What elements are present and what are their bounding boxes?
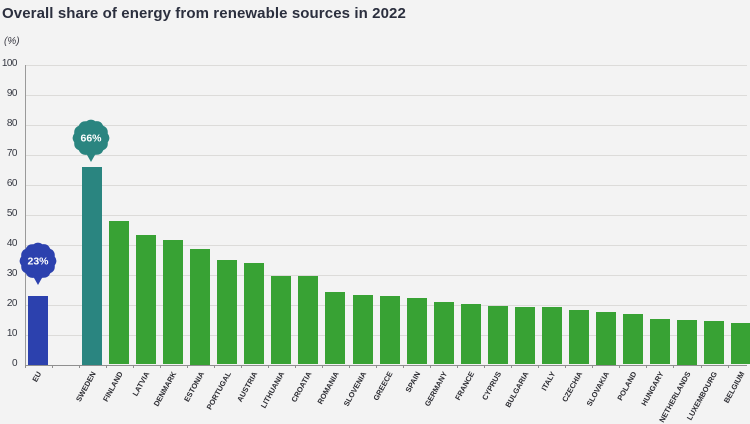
svg-text:23%: 23% [27,256,49,268]
svg-text:66%: 66% [80,133,102,145]
